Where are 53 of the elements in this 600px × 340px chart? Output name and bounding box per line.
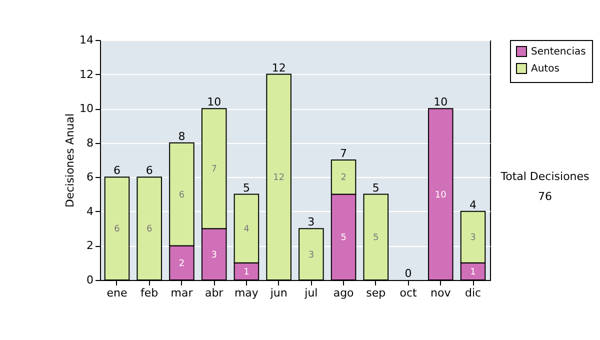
- y-tick-label: 6: [86, 170, 94, 184]
- x-tick-label: sep: [366, 286, 386, 300]
- data-label: 1: [470, 267, 476, 278]
- data-label: 6: [146, 224, 152, 235]
- x-tick-label: dic: [464, 286, 482, 300]
- data-label: 4: [244, 224, 250, 235]
- y-tick-label: 10: [80, 102, 94, 116]
- x-tick-label: abr: [204, 286, 224, 300]
- total-label: 8: [178, 130, 186, 143]
- x-tick-label: oct: [400, 286, 418, 300]
- text: Total Decisiones: [500, 170, 590, 183]
- data-label: 3: [308, 250, 314, 260]
- x-tick-label: may: [234, 286, 259, 300]
- y-axis-title: Decisiones Anual: [64, 113, 77, 208]
- data-label: 2: [178, 258, 185, 269]
- data-label: 6: [178, 190, 185, 200]
- total-label: 4: [470, 198, 477, 212]
- y-tick-label: 0: [86, 274, 94, 286]
- y-tick-label: 4: [86, 204, 94, 218]
- x-tick-label: jul: [304, 286, 318, 300]
- total-label: 3: [308, 216, 315, 229]
- total-label: 12: [272, 61, 286, 74]
- data-label: 3: [211, 250, 217, 260]
- total-label: 6: [113, 164, 120, 178]
- total-label: 10: [207, 96, 222, 109]
- legend-label: Autos: [531, 64, 560, 74]
- total-label: 5: [242, 181, 250, 194]
- legend-label: Sentencias: [531, 46, 586, 58]
- data-label: 12: [273, 173, 285, 184]
- x-tick-label: jun: [269, 286, 288, 300]
- y-tick-label: 12: [80, 68, 94, 81]
- total-label: 10: [434, 96, 448, 109]
- data-label: 1: [244, 267, 250, 278]
- data-label: 2: [340, 173, 346, 184]
- data-label: 6: [114, 224, 120, 235]
- y-tick-label: 14: [80, 34, 94, 46]
- data-label: 5: [340, 233, 346, 244]
- total-label: 7: [340, 147, 348, 160]
- text: 76: [538, 190, 552, 203]
- data-label: 3: [470, 233, 476, 244]
- x-tick-label: nov: [430, 286, 452, 300]
- y-tick-label: 8: [86, 136, 94, 150]
- data-label: 7: [211, 164, 217, 175]
- data-label: 10: [434, 190, 447, 200]
- total-label: 5: [372, 181, 380, 194]
- x-tick-label: mar: [170, 286, 194, 300]
- x-tick-label: ago: [333, 286, 354, 300]
- data-label: 5: [373, 233, 379, 244]
- total-label: 0: [404, 267, 412, 280]
- x-tick-label: feb: [140, 286, 158, 300]
- x-tick-label: ene: [106, 286, 128, 300]
- total-label: 6: [146, 164, 153, 178]
- y-tick-label: 2: [86, 239, 94, 252]
